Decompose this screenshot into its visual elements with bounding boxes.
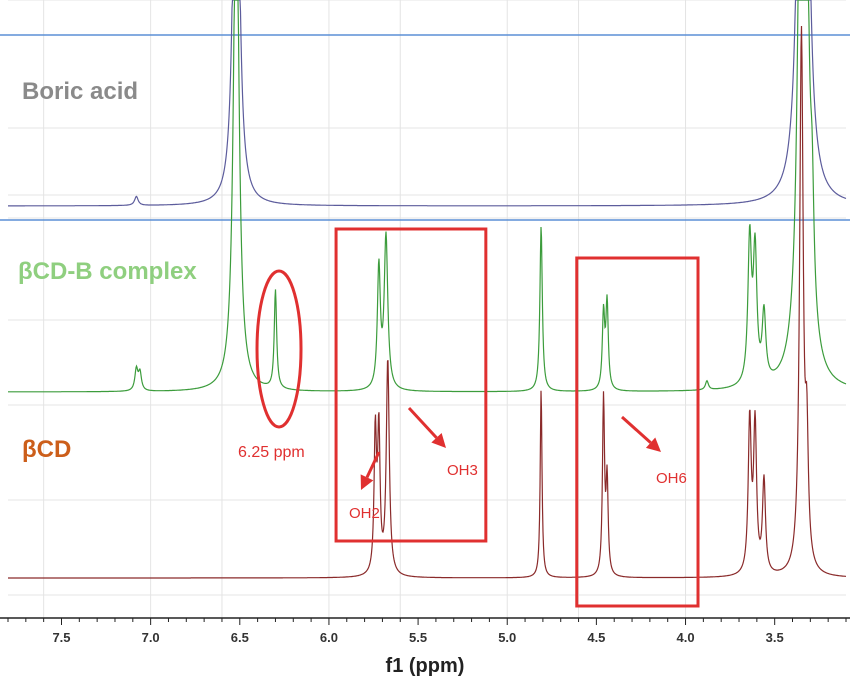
annotation-oh2: OH2 xyxy=(349,505,380,522)
highlight-box-oh2-oh3 xyxy=(334,227,488,543)
x-axis: 7.5 7.0 6.5 6.0 5.5 5.0 4.5 4.0 3.5 xyxy=(0,617,850,645)
x-tick-label: 6.0 xyxy=(320,630,338,645)
series-label-bcd: βCD xyxy=(22,436,72,463)
arrow-oh3-shaft xyxy=(407,406,438,439)
series-label-boric-acid: Boric acid xyxy=(22,78,139,105)
spectrum-line-1 xyxy=(8,0,847,207)
grid xyxy=(8,0,846,618)
arrow-oh6-head xyxy=(645,437,661,452)
x-tick-label: 4.5 xyxy=(587,630,605,645)
panel-dividers xyxy=(0,34,850,221)
x-tick-label: 6.5 xyxy=(231,630,249,645)
annotation-shapes xyxy=(255,227,700,608)
highlight-ellipse xyxy=(255,269,303,429)
arrow-oh3-head xyxy=(431,432,446,448)
spectrum-line-2 xyxy=(8,0,847,393)
arrow-oh2-head xyxy=(360,474,374,490)
arrow-oh6-shaft xyxy=(620,415,652,444)
x-tick-label: 7.5 xyxy=(52,630,70,645)
x-axis-label: f1 (ppm) xyxy=(385,655,465,677)
x-tick-label: 4.0 xyxy=(676,630,694,645)
x-tick-label: 7.0 xyxy=(142,630,160,645)
annotation-625ppm: 6.25 ppm xyxy=(238,444,305,461)
x-tick-label: 5.5 xyxy=(409,630,427,645)
x-tick-label: 3.5 xyxy=(766,630,784,645)
x-tick-label: 5.0 xyxy=(498,630,516,645)
highlight-box-oh6 xyxy=(575,256,700,608)
spectrum-line-3 xyxy=(8,25,846,579)
annotation-oh3: OH3 xyxy=(447,462,478,479)
spectra xyxy=(8,0,847,579)
annotation-oh6: OH6 xyxy=(656,470,687,487)
series-label-bcd-b-complex: βCD-B complex xyxy=(18,258,197,285)
arrow-oh2-shaft xyxy=(365,451,381,478)
